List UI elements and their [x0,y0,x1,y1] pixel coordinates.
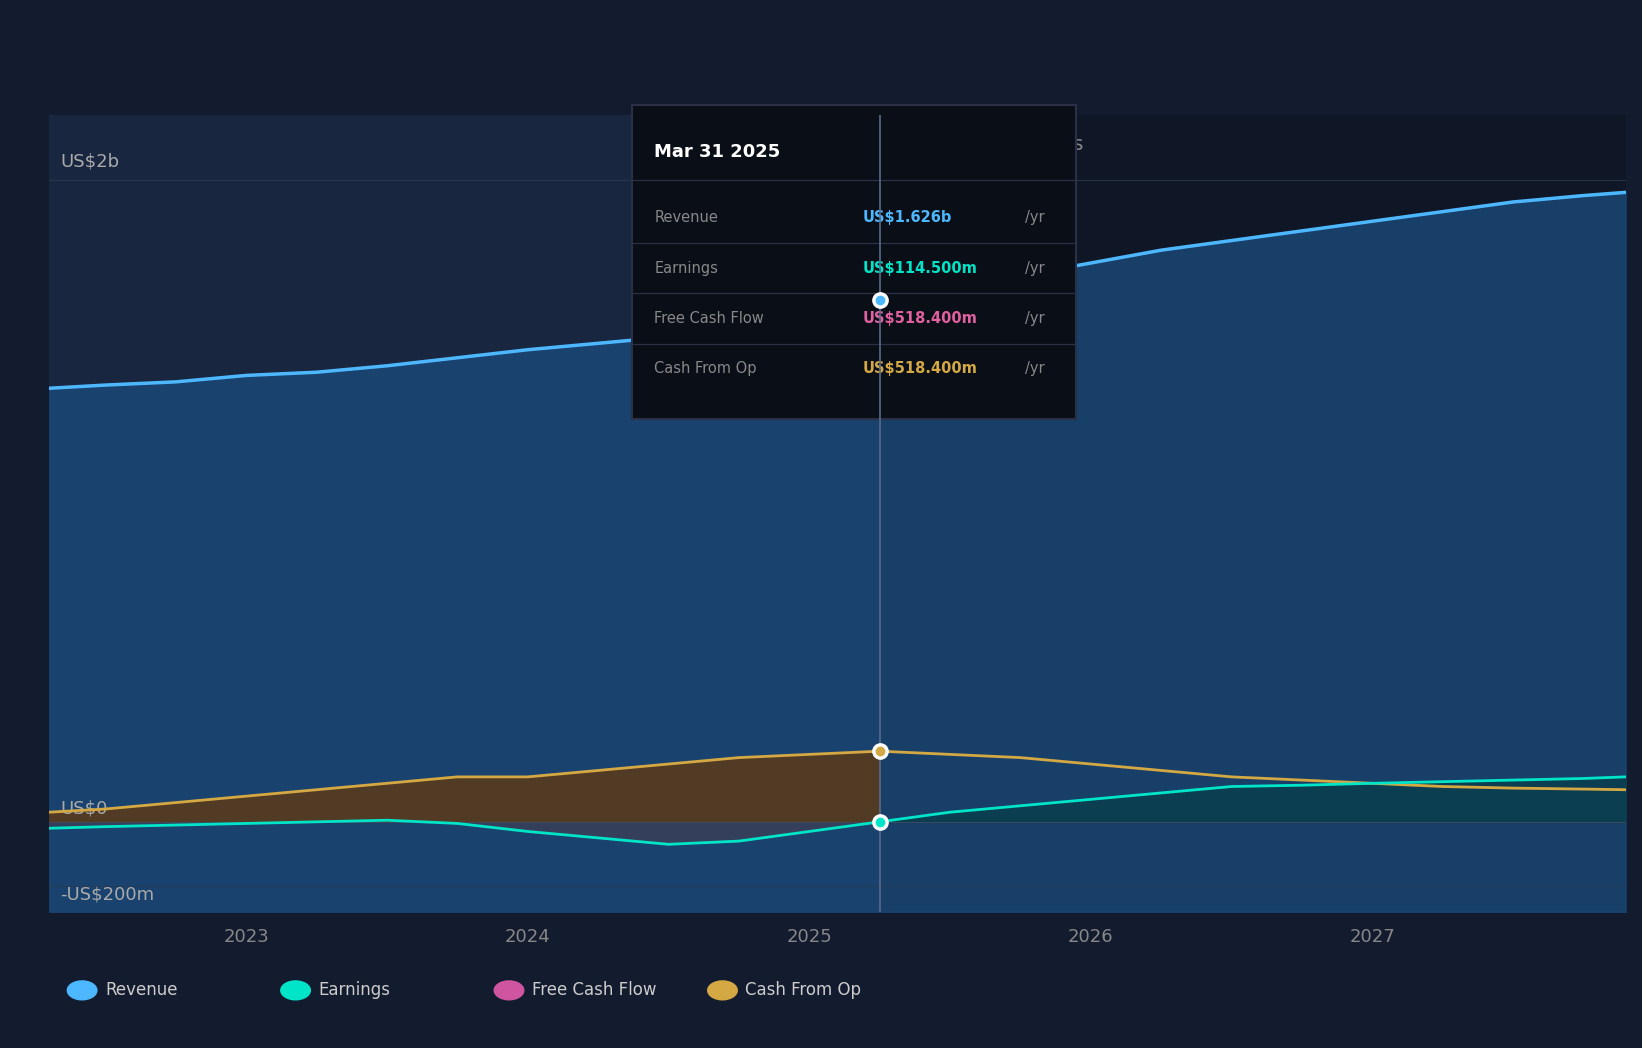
Text: Analysts Forecasts: Analysts Forecasts [901,134,1084,154]
Bar [49,115,880,912]
Text: Revenue: Revenue [105,981,177,1000]
Text: Past: Past [814,134,862,154]
Bar [880,115,1626,912]
Text: US$2b: US$2b [61,153,120,171]
Text: Cash From Op: Cash From Op [745,981,862,1000]
Text: -US$200m: -US$200m [61,886,154,903]
Text: US$0: US$0 [61,800,108,818]
Text: Free Cash Flow: Free Cash Flow [532,981,657,1000]
Text: Earnings: Earnings [319,981,391,1000]
